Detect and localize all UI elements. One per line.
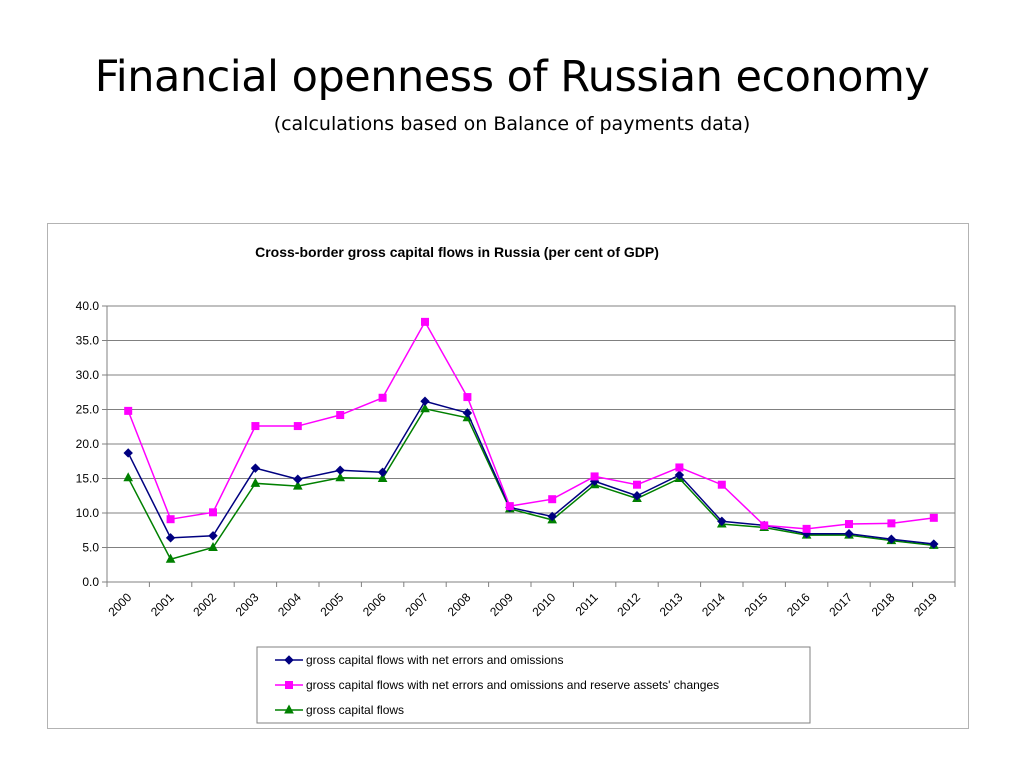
data-point <box>292 480 303 490</box>
data-point <box>633 480 641 489</box>
x-tick-label: 2005 <box>318 590 347 619</box>
x-tick-label: 2004 <box>275 590 304 619</box>
data-point <box>335 465 345 475</box>
x-tick-label: 2019 <box>911 590 940 619</box>
data-point <box>548 495 557 504</box>
data-point <box>886 534 897 544</box>
x-tick-label: 2001 <box>148 590 177 619</box>
data-point <box>929 513 938 522</box>
y-tick-label: 40.0 <box>76 299 100 313</box>
series-line <box>127 400 934 545</box>
y-tick-label: 20.0 <box>76 437 100 451</box>
data-point <box>674 470 685 480</box>
data-point <box>251 422 260 431</box>
y-tick-label: 15.0 <box>76 472 100 486</box>
legend-entry: gross capital flows <box>275 703 404 717</box>
legend-label: gross capital flows <box>306 703 404 717</box>
data-point <box>717 480 726 489</box>
x-tick-label: 2017 <box>826 590 855 619</box>
legend: gross capital flows with net errors and … <box>256 646 811 724</box>
data-point <box>420 396 430 406</box>
legend-label: gross capital flows with net errors and … <box>306 678 719 692</box>
x-tick-label: 2009 <box>487 590 516 619</box>
chart: Cross-border gross capital flows in Russ… <box>76 244 956 724</box>
data-point <box>293 422 302 431</box>
x-tick-label: 2014 <box>699 590 728 619</box>
data-point <box>717 516 727 526</box>
data-point <box>124 406 133 415</box>
data-point <box>165 533 176 543</box>
axes: 0.0 5.0 10.0 15.0 20.0 25.0 30.0 35.0 40.0 2000 20… <box>76 299 956 619</box>
x-tick-label: 2018 <box>869 590 898 619</box>
y-tick-label: 30.0 <box>76 368 100 382</box>
series-2 <box>124 317 938 533</box>
data-point <box>590 472 599 481</box>
data-point <box>421 317 429 326</box>
data-point <box>845 520 853 529</box>
legend-label: gross capital flows with net errors and … <box>306 653 563 667</box>
data-point <box>208 531 218 541</box>
data-point <box>462 408 473 418</box>
legend-entry: gross capital flows with net errors and … <box>275 653 563 667</box>
x-tick-label: 2007 <box>402 590 431 619</box>
data-point <box>209 508 217 517</box>
slide-title: Financial openness of Russian economy <box>94 52 930 102</box>
data-point <box>123 448 133 458</box>
legend-marker <box>284 704 294 714</box>
series-line <box>127 407 934 561</box>
y-tick-label: 10.0 <box>76 506 100 520</box>
x-tick-label: 2003 <box>233 590 262 619</box>
legend-box <box>256 646 811 724</box>
data-point <box>165 553 176 563</box>
x-tick-label: 2011 <box>573 590 601 618</box>
data-point <box>547 511 557 522</box>
data-point <box>123 472 134 482</box>
data-point <box>250 477 261 487</box>
legend-marker <box>285 681 293 689</box>
data-point <box>463 393 472 402</box>
x-tick-label: 2006 <box>360 590 389 619</box>
data-point <box>505 502 514 511</box>
data-point <box>377 472 388 482</box>
data-point <box>208 541 218 551</box>
x-tick-label: 2016 <box>784 590 813 619</box>
x-tick-label: 2013 <box>657 590 686 619</box>
series-1 <box>123 396 939 549</box>
data-point <box>802 524 811 533</box>
y-tick-label: 35.0 <box>76 334 100 348</box>
y-tick-label: 0.0 <box>82 575 99 589</box>
x-tick-label: 2002 <box>190 590 219 619</box>
legend-marker <box>284 655 294 665</box>
data-point <box>335 472 346 482</box>
data-point <box>760 521 769 530</box>
data-point <box>632 491 642 501</box>
chart-title: Cross-border gross capital flows in Russ… <box>255 244 659 260</box>
data-point <box>420 403 430 413</box>
data-point <box>336 411 345 420</box>
series-layer <box>123 317 939 563</box>
y-tick-label: 5.0 <box>82 541 99 555</box>
series-line <box>127 320 934 530</box>
x-tick-label: 2015 <box>742 590 771 619</box>
data-point <box>166 515 175 524</box>
data-point <box>844 528 854 539</box>
legend-entry: gross capital flows with net errors and … <box>275 678 719 692</box>
data-point <box>887 519 896 528</box>
x-tick-label: 2010 <box>530 590 559 619</box>
slide-subtitle: (calculations based on Balance of paymen… <box>273 113 751 135</box>
data-point <box>675 463 684 472</box>
x-tick-label: 2008 <box>445 590 474 619</box>
x-tick-label: 2000 <box>106 590 135 619</box>
x-tick-label: 2012 <box>614 590 643 619</box>
y-tick-label: 25.0 <box>76 403 100 417</box>
data-point <box>929 539 939 549</box>
data-point <box>250 463 261 473</box>
data-point <box>377 467 388 477</box>
chart-frame: Cross-border gross capital flows in Russ… <box>47 223 969 729</box>
data-point <box>378 393 387 402</box>
data-point <box>293 474 303 484</box>
